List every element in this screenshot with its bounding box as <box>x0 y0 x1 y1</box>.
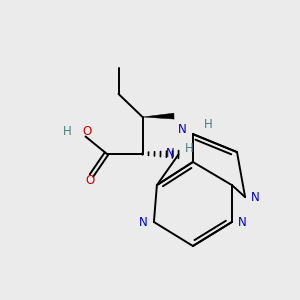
Text: H: H <box>63 125 72 139</box>
Text: N: N <box>166 146 175 160</box>
Text: O: O <box>85 173 94 187</box>
Text: H: H <box>204 118 213 131</box>
Text: O: O <box>82 125 91 139</box>
Polygon shape <box>142 113 174 119</box>
Text: N: N <box>251 190 260 204</box>
Text: H: H <box>184 142 194 155</box>
Text: N: N <box>178 123 187 136</box>
Text: N: N <box>238 215 247 229</box>
Text: N: N <box>139 215 148 229</box>
